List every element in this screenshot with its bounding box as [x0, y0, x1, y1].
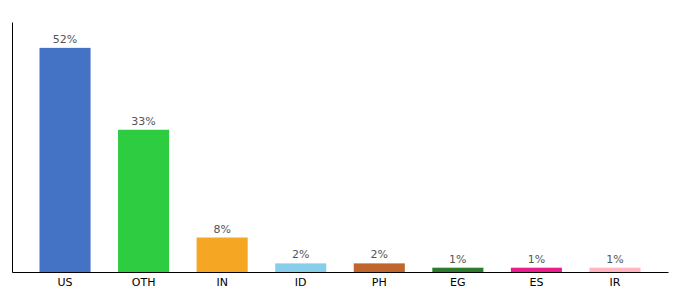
- bars: [39, 48, 640, 272]
- data-label: 52%: [53, 33, 77, 46]
- x-tick: PH: [372, 276, 387, 289]
- x-tick-label: PH: [372, 276, 387, 289]
- x-tick: ID: [295, 276, 307, 289]
- bar: [589, 268, 640, 272]
- chart: US OTH IN ID PH EG ES IR 52% 33% 8% 2% 2% 1% 1% 1%: [0, 0, 680, 300]
- x-tick-label: ES: [529, 276, 543, 289]
- x-tick: EG: [450, 276, 465, 289]
- x-axis: US OTH IN ID PH EG ES IR: [13, 273, 669, 289]
- bar: [432, 268, 483, 272]
- data-label: 1%: [449, 253, 466, 266]
- x-tick: ES: [529, 276, 543, 289]
- bar: [511, 268, 562, 272]
- data-label: 2%: [371, 248, 388, 261]
- x-tick-label: IN: [216, 276, 227, 289]
- x-tick-label: EG: [450, 276, 465, 289]
- x-tick-label: US: [58, 276, 73, 289]
- bar: [39, 48, 90, 272]
- data-label: 1%: [606, 253, 623, 266]
- x-tick: US: [58, 276, 73, 289]
- data-label: 33%: [131, 115, 155, 128]
- y-axis-line: [12, 23, 13, 273]
- x-tick: IN: [216, 276, 227, 289]
- bar: [275, 263, 326, 272]
- x-tick-label: IR: [610, 276, 621, 289]
- x-tick: IR: [610, 276, 621, 289]
- bar: [118, 130, 169, 272]
- x-tick: OTH: [132, 276, 156, 289]
- bar: [354, 263, 405, 272]
- bar: [197, 238, 248, 272]
- plot: US OTH IN ID PH EG ES IR 52% 33% 8% 2% 2% 1% 1% 1%: [13, 23, 669, 289]
- data-label: 8%: [213, 223, 230, 236]
- x-axis-line: [13, 272, 669, 273]
- data-label: 2%: [292, 248, 309, 261]
- data-labels: 52% 33% 8% 2% 2% 1% 1% 1%: [53, 33, 624, 266]
- data-label: 1%: [528, 253, 545, 266]
- x-tick-label: ID: [295, 276, 307, 289]
- x-tick-label: OTH: [132, 276, 156, 289]
- y-axis: [12, 23, 13, 273]
